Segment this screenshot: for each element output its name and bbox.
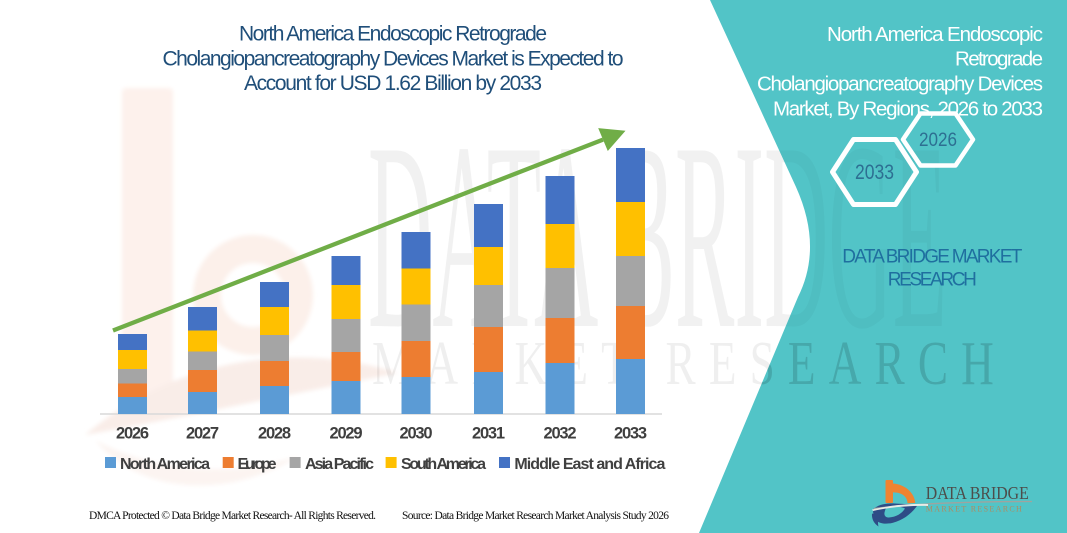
- svg-text:RESEARCH: RESEARCH: [888, 270, 977, 291]
- svg-text:2033: 2033: [614, 425, 647, 443]
- svg-text:DATA BRIDGE: DATA BRIDGE: [926, 483, 1029, 503]
- svg-text:North America: North America: [120, 456, 210, 473]
- svg-text:Account for USD 1.62 Billion b: Account for USD 1.62 Billion by 2033: [244, 72, 542, 95]
- svg-text:2026: 2026: [116, 425, 149, 443]
- svg-text:Source: Data Bridge Market Res: Source: Data Bridge Market Research Mark…: [402, 510, 669, 522]
- svg-text:2027: 2027: [186, 425, 219, 443]
- svg-text:Europe: Europe: [238, 456, 277, 473]
- svg-text:DMCA Protected © Data Bridge M: DMCA Protected © Data Bridge Market Rese…: [89, 510, 376, 522]
- svg-text:2029: 2029: [330, 425, 363, 443]
- svg-text:2033: 2033: [855, 161, 894, 184]
- svg-text:2030: 2030: [400, 425, 433, 443]
- svg-text:2026: 2026: [919, 129, 957, 151]
- svg-text:2028: 2028: [258, 425, 291, 443]
- svg-text:DATA BRIDGE MARKET: DATA BRIDGE MARKET: [842, 247, 1022, 268]
- svg-text:Cholangiopancreatography Devic: Cholangiopancreatography Devices: [757, 73, 1043, 96]
- svg-text:Retrograde: Retrograde: [955, 48, 1043, 71]
- svg-text:North America Endoscopic: North America Endoscopic: [827, 23, 1043, 46]
- svg-text:2031: 2031: [472, 425, 505, 443]
- svg-text:Middle East and Africa: Middle East and Africa: [514, 456, 665, 473]
- svg-text:Asia Pacific: Asia Pacific: [305, 456, 374, 473]
- svg-text:Market, By Regions, 2026 to 20: Market, By Regions, 2026 to 2033: [773, 98, 1043, 121]
- svg-text:2032: 2032: [544, 425, 577, 443]
- svg-text:Cholangiopancreatography Devic: Cholangiopancreatography Devices Market …: [163, 48, 624, 71]
- svg-text:North America Endoscopic Retro: North America Endoscopic Retrograde: [239, 23, 547, 46]
- svg-text:South America: South America: [401, 456, 486, 473]
- svg-text:MARKET RESEARCH: MARKET RESEARCH: [926, 505, 1022, 514]
